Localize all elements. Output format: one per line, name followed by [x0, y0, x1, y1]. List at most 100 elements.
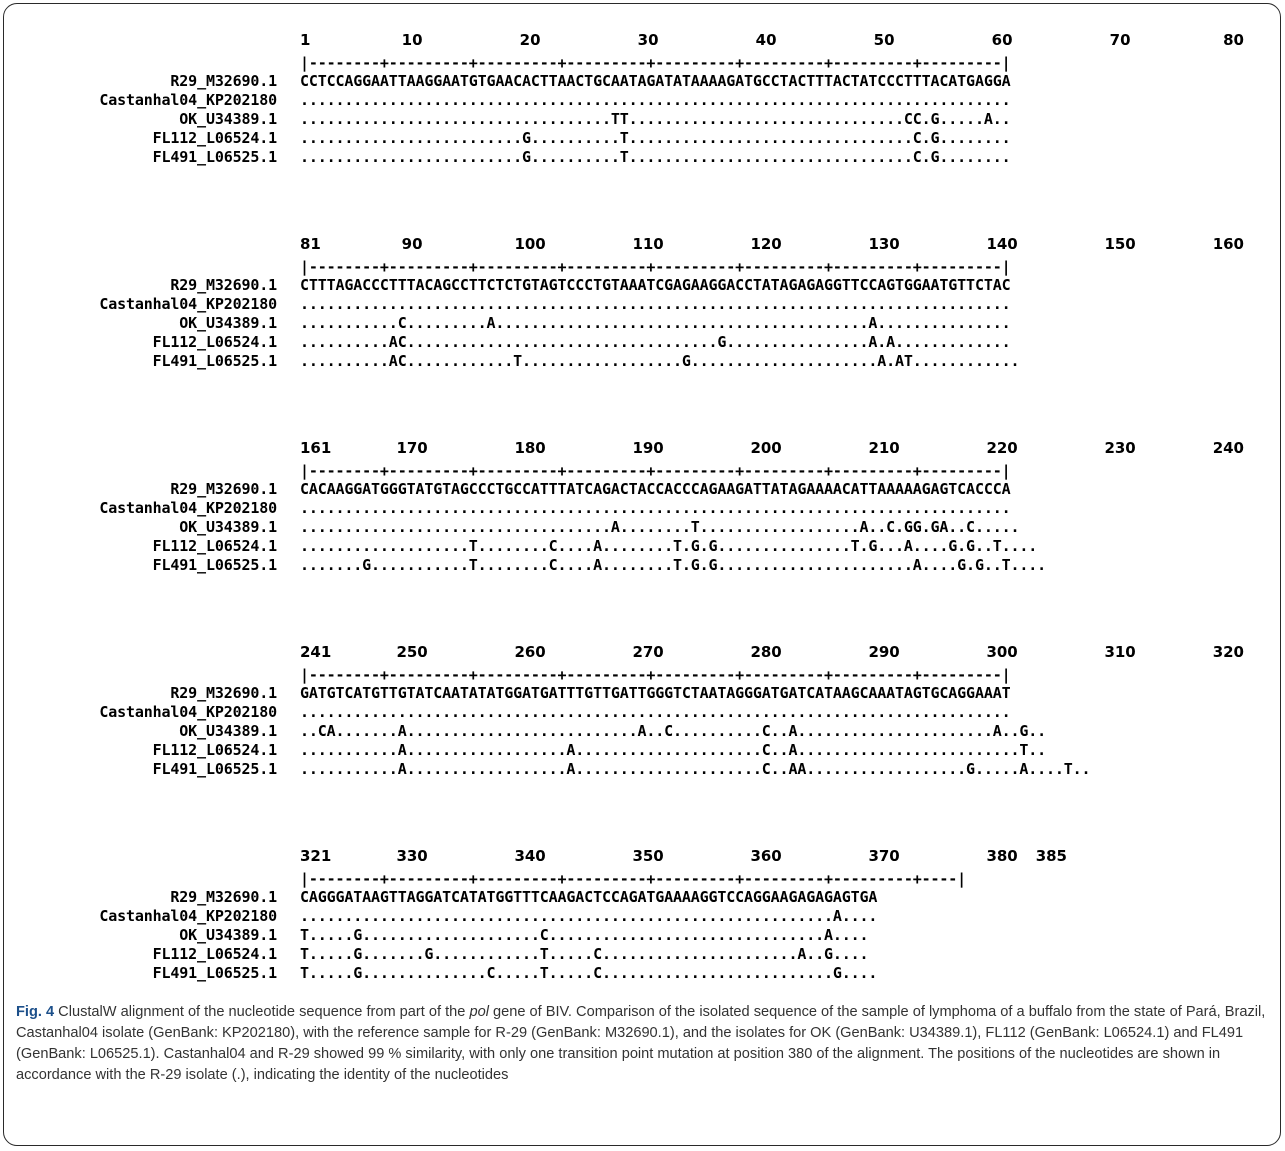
sequence-name: Castanhal04_KP202180: [99, 499, 277, 517]
sequence-row: ...................................A....…: [300, 518, 1020, 536]
sequence-row: .........................G..........T...…: [300, 148, 1011, 166]
position-label: 370: [868, 847, 900, 865]
position-label: 1: [300, 31, 311, 49]
sequence-row: ...................T........C....A......…: [300, 537, 1038, 555]
sequence-row: CTTTAGACCCTTTACAGCCTTCTCTGTAGTCCCTGTAAAT…: [300, 276, 1011, 294]
position-label: 380: [986, 847, 1018, 865]
sequence-row: T.....G....................C............…: [300, 926, 869, 944]
position-ruler: |--------+---------+---------+---------+…: [300, 666, 1011, 684]
position-label: 70: [1109, 31, 1131, 49]
position-label: 140: [986, 235, 1018, 253]
position-label: 280: [750, 643, 782, 661]
sequence-row: ...........A..................A.........…: [300, 741, 1046, 759]
position-label: 240: [1212, 439, 1244, 457]
sequence-row: ........................................…: [300, 499, 1011, 517]
sequence-name: R29_M32690.1: [170, 276, 277, 294]
sequence-row: GATGTCATGTTGTATCAATATATGGATGATTTGTTGATTG…: [300, 684, 1011, 702]
position-label: 200: [750, 439, 782, 457]
sequence-name: FL112_L06524.1: [152, 741, 277, 759]
sequence-row: ...................................TT...…: [300, 110, 1011, 128]
position-ruler: |--------+---------+---------+---------+…: [300, 258, 1011, 276]
sequence-name: OK_U34389.1: [179, 722, 277, 740]
position-label: 100: [514, 235, 546, 253]
sequence-row: ........................................…: [300, 703, 1011, 721]
sequence-row: ..........AC............................…: [300, 333, 1011, 351]
position-ruler: |--------+---------+---------+---------+…: [300, 870, 967, 888]
caption-gene-name: pol: [469, 1004, 489, 1020]
position-label: 385: [1035, 847, 1067, 865]
position-label: 160: [1212, 235, 1244, 253]
sequence-name: FL491_L06525.1: [152, 760, 277, 778]
sequence-row: ..........AC............T...............…: [300, 352, 1020, 370]
position-label: 310: [1104, 643, 1136, 661]
position-label: 241: [300, 643, 332, 661]
sequence-row: T.....G..............C.....T.....C......…: [300, 964, 878, 982]
sequence-name: Castanhal04_KP202180: [99, 91, 277, 109]
sequence-name: Castanhal04_KP202180: [99, 295, 277, 313]
sequence-name: R29_M32690.1: [170, 684, 277, 702]
figure-caption: Fig. 4 ClustalW alignment of the nucleot…: [16, 1002, 1271, 1086]
sequence-name: OK_U34389.1: [179, 926, 277, 944]
position-label: 320: [1212, 643, 1244, 661]
position-label: 120: [750, 235, 782, 253]
position-label: 40: [755, 31, 777, 49]
position-label: 170: [396, 439, 428, 457]
sequence-name: FL112_L06524.1: [152, 129, 277, 147]
sequence-row: ...........C.........A..................…: [300, 314, 1011, 332]
position-label: 290: [868, 643, 900, 661]
position-label: 230: [1104, 439, 1136, 457]
position-label: 300: [986, 643, 1018, 661]
position-label: 20: [519, 31, 541, 49]
sequence-row: T.....G.......G............T.....C......…: [300, 945, 869, 963]
position-label: 250: [396, 643, 428, 661]
sequence-row: ........................................…: [300, 295, 1011, 313]
position-ruler: |--------+---------+---------+---------+…: [300, 462, 1011, 480]
position-label: 150: [1104, 235, 1136, 253]
sequence-name: FL112_L06524.1: [152, 945, 277, 963]
position-label: 10: [401, 31, 423, 49]
sequence-row: ........................................…: [300, 91, 1011, 109]
sequence-name: FL491_L06525.1: [152, 556, 277, 574]
sequence-name: FL491_L06525.1: [152, 352, 277, 370]
sequence-row: ...........A..................A.........…: [300, 760, 1091, 778]
sequence-row: CCTCCAGGAATTAAGGAATGTGAACACTTAACTGCAATAG…: [300, 72, 1011, 90]
figure-label: Fig. 4: [16, 1004, 55, 1020]
position-label: 30: [637, 31, 659, 49]
sequence-name: FL491_L06525.1: [152, 964, 277, 982]
sequence-row: .........................G..........T...…: [300, 129, 1011, 147]
sequence-name: R29_M32690.1: [170, 888, 277, 906]
position-label: 330: [396, 847, 428, 865]
sequence-name: OK_U34389.1: [179, 110, 277, 128]
position-label: 260: [514, 643, 546, 661]
figure-frame: 1 10 20 30 40 50 60 70 80 |--------+---------+---…: [3, 3, 1281, 1146]
sequence-row: ........................................…: [300, 907, 878, 925]
sequence-name: OK_U34389.1: [179, 314, 277, 332]
position-label: 340: [514, 847, 546, 865]
sequence-name: Castanhal04_KP202180: [99, 907, 277, 925]
position-label: 321: [300, 847, 332, 865]
position-label: 190: [632, 439, 664, 457]
caption-text-2: gene of BIV. Comparison of the isolated …: [16, 1004, 1266, 1083]
sequence-name: R29_M32690.1: [170, 480, 277, 498]
position-label: 110: [632, 235, 664, 253]
sequence-row: CAGGGATAAGTTAGGATCATATGGTTTCAAGACTCCAGAT…: [300, 888, 878, 906]
sequence-row: CACAAGGATGGGTATGTAGCCCTGCCATTTATCAGACTAC…: [300, 480, 1011, 498]
position-label: 60: [991, 31, 1013, 49]
position-label: 270: [632, 643, 664, 661]
position-label: 210: [868, 439, 900, 457]
position-label: 90: [401, 235, 423, 253]
position-label: 130: [868, 235, 900, 253]
sequence-name: OK_U34389.1: [179, 518, 277, 536]
sequence-row: ..CA.......A..........................A.…: [300, 722, 1046, 740]
position-label: 161: [300, 439, 332, 457]
position-label: 180: [514, 439, 546, 457]
sequence-name: Castanhal04_KP202180: [99, 703, 277, 721]
sequence-row: .......G...........T........C....A......…: [300, 556, 1046, 574]
position-label: 80: [1223, 31, 1244, 49]
position-ruler: |--------+---------+---------+---------+…: [300, 54, 1011, 72]
sequence-name: FL112_L06524.1: [152, 333, 277, 351]
position-label: 50: [873, 31, 895, 49]
position-label: 81: [300, 235, 321, 253]
position-label: 220: [986, 439, 1018, 457]
caption-text-1: ClustalW alignment of the nucleotide seq…: [58, 1004, 470, 1020]
